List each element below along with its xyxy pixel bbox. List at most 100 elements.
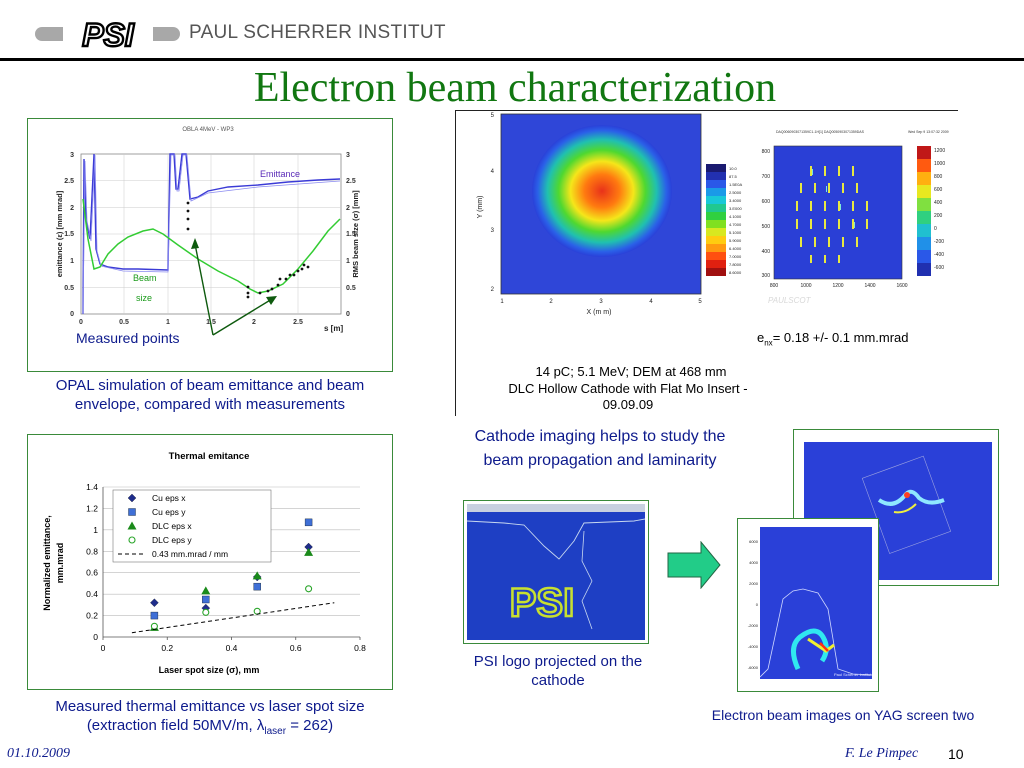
emittance-label: Emittance [260,169,300,179]
svg-text:-400: -400 [934,252,944,258]
psi-logo-text: PSI [82,17,135,51]
svg-text:2.5: 2.5 [64,178,74,185]
y-tick-label: 0.2 [86,611,98,621]
legend-label: Cu eps y [152,507,186,517]
data-point [253,582,261,591]
y-tick-label: 0 [93,632,98,642]
svg-text:7.8000: 7.8000 [729,262,742,267]
opal-simulation-panel: OBLA 4MeV - WP3 0 0.5 [27,118,393,372]
yag-screen-image-front: 6000 4000 2000 0 -2000 -4000 -6000 Paul … [737,518,879,692]
svg-text:1600: 1600 [896,283,907,289]
legend-marker [127,493,137,503]
data-point [304,518,313,527]
svg-text:800: 800 [770,283,779,289]
svg-text:0: 0 [934,226,937,232]
svg-text:4.7000: 4.7000 [729,222,742,227]
beam-spot [532,125,672,257]
legend-marker [128,508,136,516]
svg-text:4000: 4000 [749,560,759,565]
svg-text:5.1000: 5.1000 [729,230,742,235]
svg-text:0.5: 0.5 [346,285,356,292]
svg-text:2: 2 [252,319,256,326]
svg-text:5: 5 [491,113,495,119]
svg-text:300: 300 [762,273,771,279]
svg-text:1000: 1000 [800,283,811,289]
svg-text:5.9000: 5.9000 [729,238,742,243]
y-tick-label: 1.2 [86,503,98,513]
svg-text:600: 600 [762,199,771,205]
y-tick-label: 1 [93,525,98,535]
x-tick-label: 0.8 [354,643,366,653]
psi-logo-projection-image: PSI [463,500,649,644]
svg-text:1200: 1200 [934,148,945,154]
svg-text:-2000: -2000 [748,623,759,628]
svg-text:Wed Sep 9 13:07:32 2009: Wed Sep 9 13:07:32 2009 [908,130,949,134]
svg-text:1000: 1000 [934,161,945,167]
svg-text:7.0000: 7.0000 [729,254,742,259]
svg-text:800: 800 [762,149,771,155]
svg-text:3.4000: 3.4000 [729,198,742,203]
emittance-measurement: enx= 0.18 +/- 0.1 mm.mrad [757,330,909,348]
data-point [304,547,314,556]
right-arrow-icon [667,540,721,590]
svg-text:0.5: 0.5 [64,285,74,292]
svg-text:2: 2 [491,287,495,293]
thermal-emittance-chart: Thermal emitance Laser spot size (σ), mm… [42,451,366,675]
data-point [150,622,158,630]
svg-text:1: 1 [70,258,74,265]
svg-text:4: 4 [649,299,653,305]
psi-projected-logo: PSI [510,581,574,625]
svg-text:6000: 6000 [749,539,759,544]
chart-title: Thermal emitance [169,451,250,462]
svg-text:Paul Scherrer Institut: Paul Scherrer Institut [834,672,872,677]
svg-text:1.5: 1.5 [64,231,74,238]
svg-text:Y (mm): Y (mm) [477,196,484,219]
x-tick-label: 0.6 [290,643,302,653]
svg-text:0: 0 [756,602,759,607]
svg-text:PAULSCOT: PAULSCOT [768,296,812,305]
data-point [201,586,211,595]
chart-legend: Cu eps x Cu eps y DLC eps x DLC eps y 0.43 m… [112,489,272,563]
footer-date: 01.10.2009 [7,746,70,761]
header-rule [0,58,1024,61]
pepperpot-image: DAQ0060903071359C1-1H[1] DAQ005090307135… [762,130,949,305]
y-axis-label-part1: Normalized emittance, [42,515,52,611]
data-point [252,571,262,580]
x-axis-label: Laser spot size (σ), mm [159,665,260,675]
svg-text:0: 0 [346,311,350,318]
x-tick-label: 0.4 [226,643,238,653]
svg-text:10.0: 10.0 [729,166,738,171]
svg-text:2: 2 [70,205,74,212]
svg-text:1: 1 [500,299,504,305]
svg-text:87.5: 87.5 [729,174,738,179]
y-tick-label: 0.8 [86,546,98,556]
svg-text:3: 3 [346,152,350,159]
spot-colorbar: 10.0 87.5 1.5E0A 2.5000 3.4000 3.E000 4.… [706,164,742,276]
institute-name: PAUL SCHERRER INSTITUT [189,22,446,43]
data-point [150,611,159,620]
svg-text:3: 3 [599,299,603,305]
svg-text:1.5E0A: 1.5E0A [729,182,742,187]
svg-text:400: 400 [934,200,943,206]
beam-conditions: 14 pC; 5.1 MeV; DEM at 468 mm [535,364,727,379]
svg-text:1.5: 1.5 [346,231,356,238]
footer-author: F. Le Pimpec [845,746,919,761]
svg-text:2.5: 2.5 [346,178,356,185]
svg-text:0: 0 [70,311,74,318]
thermal-caption: Measured thermal emittance vs laser spot… [55,698,365,737]
svg-text:-200: -200 [934,239,944,245]
beam-spot-panel: 1 2 3 4 5 2 3 4 5 X (m m) Y (mm) [455,110,958,416]
legend-label: DLC eps y [152,535,192,545]
svg-text:700: 700 [762,174,771,180]
legend-marker [128,536,136,544]
svg-text:-6000: -6000 [748,665,759,670]
psi-logo: PSI [35,16,180,54]
size-label: size [136,293,152,303]
svg-text:1: 1 [166,319,170,326]
legend-label: DLC eps x [152,521,192,531]
svg-text:2.5000: 2.5000 [729,190,742,195]
y-tick-label: 0.6 [86,568,98,578]
beam-label: Beam [133,273,157,283]
svg-text:200: 200 [934,213,943,219]
svg-text:1400: 1400 [864,283,875,289]
